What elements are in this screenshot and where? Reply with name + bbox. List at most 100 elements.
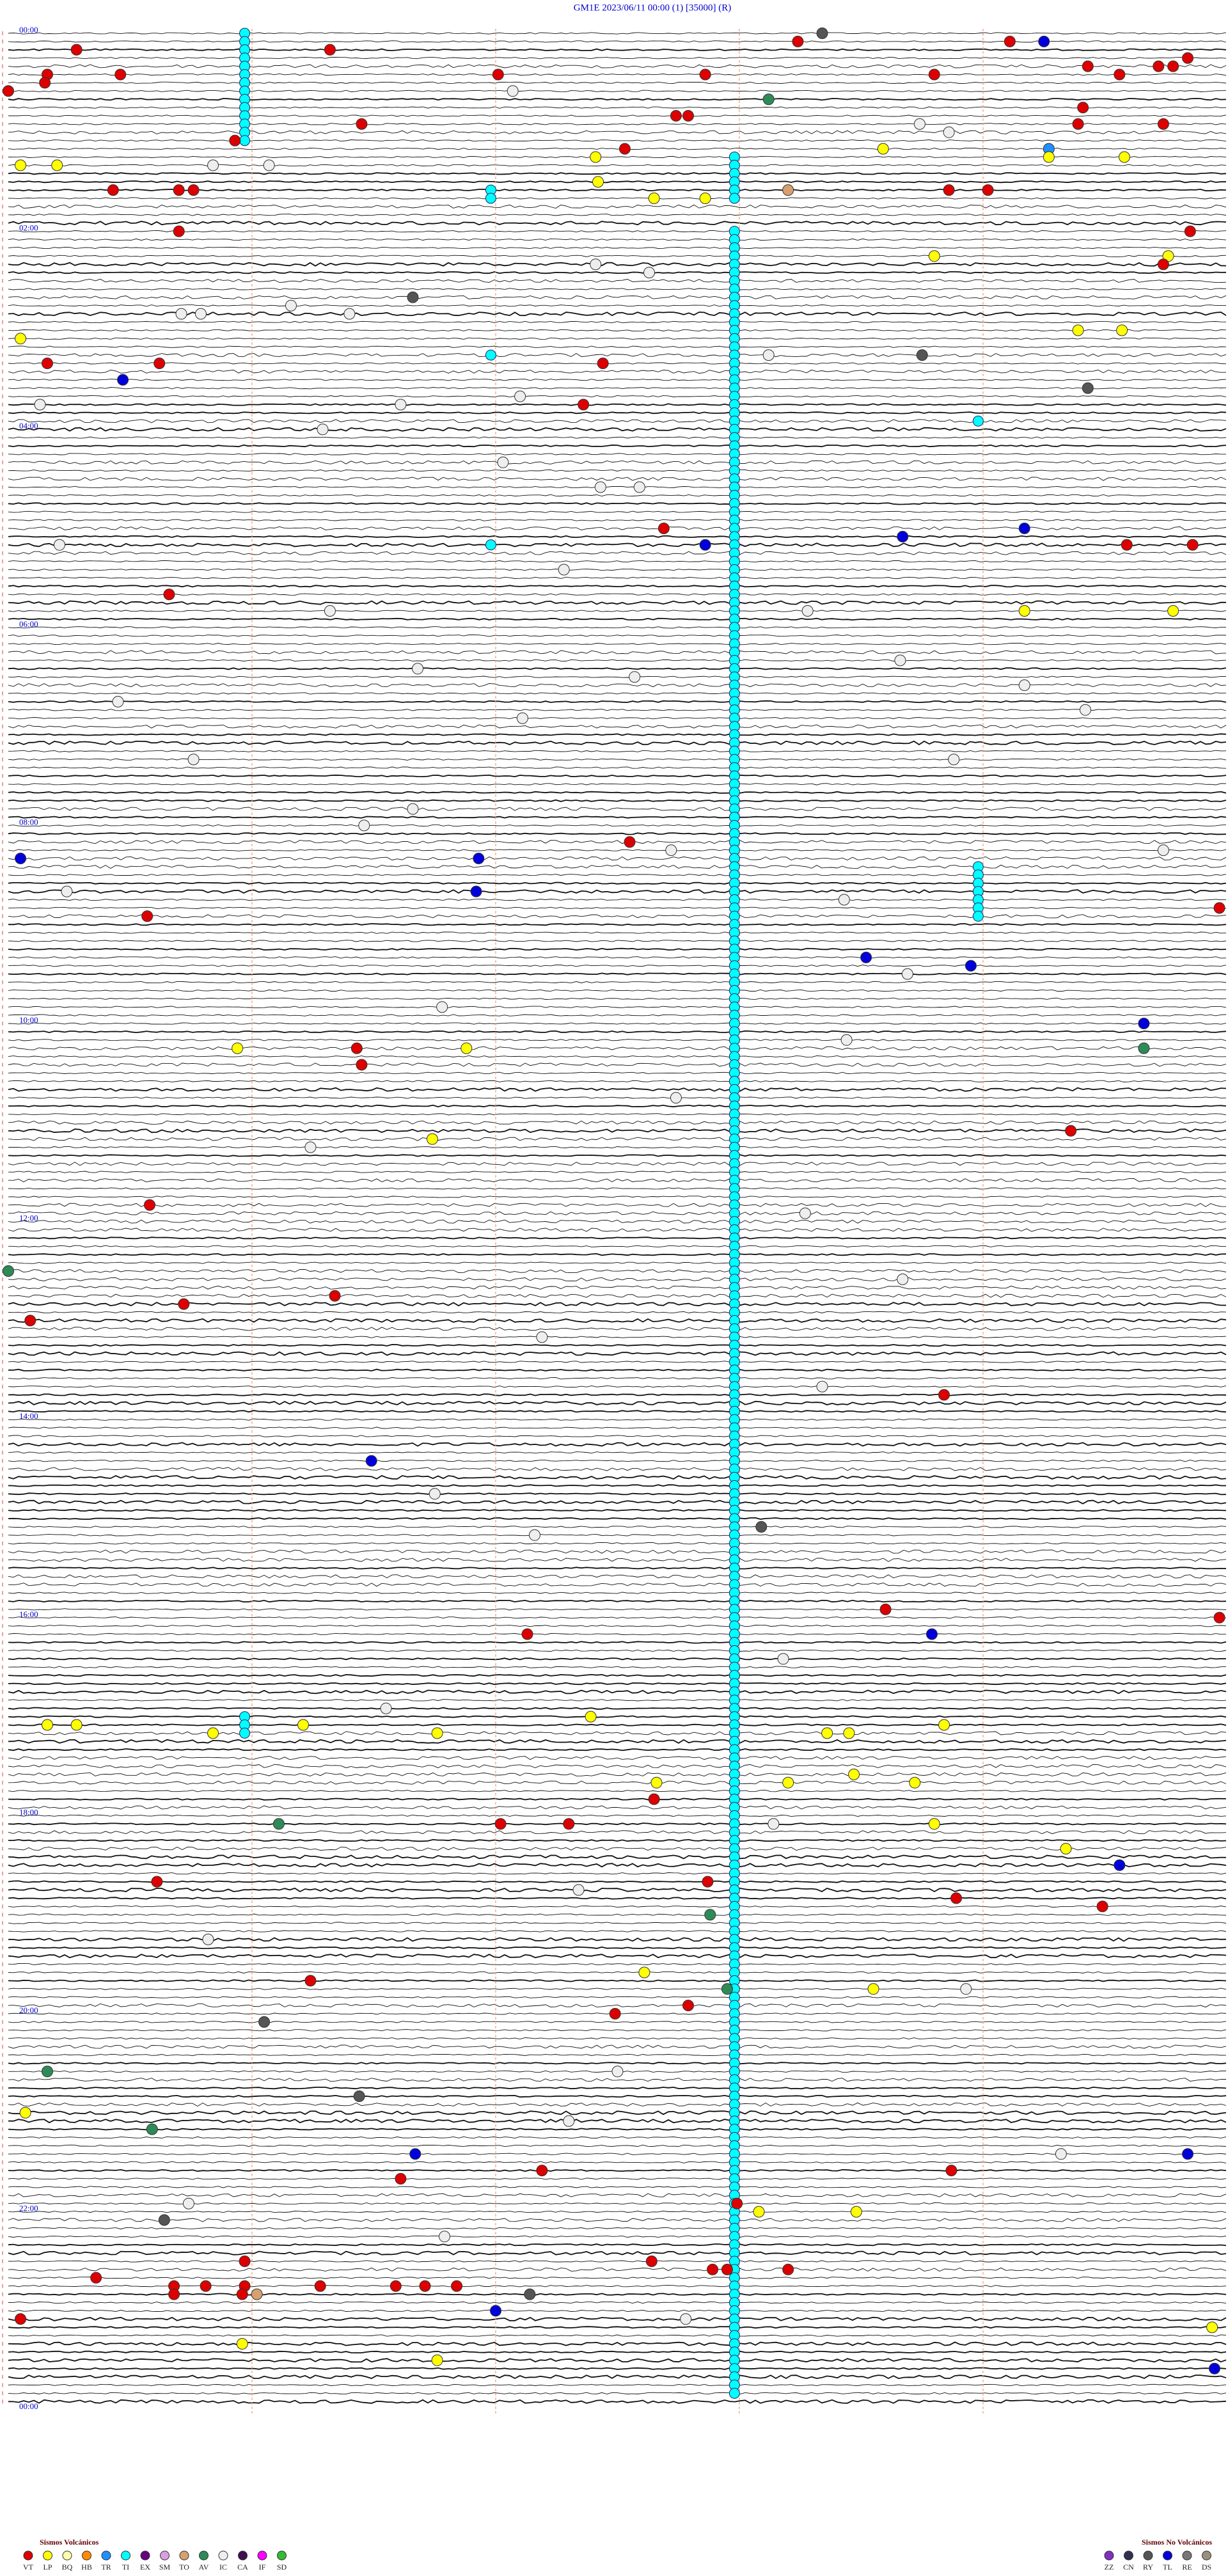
- trace: [8, 1558, 1227, 1562]
- trace: [8, 2243, 1227, 2247]
- tremor-marker: [728, 193, 740, 204]
- trace: [8, 312, 1227, 317]
- trace: [8, 444, 1227, 448]
- event-marker: [114, 68, 127, 81]
- trace: [8, 2102, 1227, 2107]
- event-marker: [767, 1818, 780, 1830]
- trace: [8, 123, 1227, 125]
- event-marker: [916, 349, 928, 361]
- event-marker: [141, 910, 154, 922]
- trace: [8, 1872, 1227, 1875]
- trace: [8, 1178, 1227, 1183]
- trace: [8, 667, 1227, 670]
- event-marker: [618, 143, 631, 155]
- event-marker: [699, 68, 711, 81]
- trace: [8, 1277, 1227, 1281]
- event-marker: [867, 1983, 879, 1995]
- trace: [8, 972, 1227, 976]
- trace: [8, 1971, 1227, 1974]
- event-marker: [324, 43, 336, 56]
- trace: [8, 1096, 1227, 1099]
- trace: [8, 115, 1227, 117]
- trace: [8, 139, 1227, 142]
- trace: [8, 1689, 1227, 1695]
- trace: [8, 1055, 1227, 1058]
- trace: [8, 1534, 1227, 1537]
- legend-code: RY: [1143, 2563, 1153, 2572]
- event-marker: [782, 2263, 794, 2275]
- event-marker: [438, 2231, 450, 2243]
- event-marker: [950, 1892, 963, 1904]
- event-marker: [629, 671, 641, 683]
- labels: 00:00 02:00 04:00 06:00 08:00 10:00 12:00 14:00…: [19, 25, 38, 2411]
- trace: [8, 1592, 1227, 1594]
- trace: [8, 345, 1227, 348]
- trace: [8, 526, 1227, 530]
- trace: [8, 494, 1227, 497]
- event-marker: [251, 2288, 263, 2300]
- event-marker: [707, 2263, 719, 2275]
- event-marker: [507, 85, 519, 97]
- trace: [8, 766, 1227, 769]
- trace: [8, 783, 1227, 786]
- hour-label: 00:00: [19, 2401, 38, 2411]
- trace: [8, 610, 1227, 612]
- trace: [8, 238, 1227, 241]
- event-marker: [524, 2288, 536, 2300]
- trace: [8, 2326, 1227, 2329]
- event-marker: [597, 358, 609, 369]
- trace: [8, 1162, 1227, 1166]
- trace: [8, 1930, 1227, 1932]
- event-marker: [536, 2165, 548, 2177]
- legend-code: EX: [140, 2563, 150, 2572]
- event-marker: [207, 159, 219, 171]
- event-marker: [514, 390, 526, 402]
- event-marker: [901, 968, 913, 980]
- trace: [8, 1368, 1227, 1371]
- trace: [8, 659, 1227, 662]
- event-marker: [470, 885, 482, 897]
- event-marker: [1182, 2148, 1194, 2160]
- legend-swatch: [101, 2550, 111, 2561]
- event-marker: [143, 1199, 155, 1211]
- trace: [8, 1517, 1227, 1521]
- trace: [8, 1418, 1227, 1421]
- trace: [8, 2235, 1227, 2238]
- trace: [8, 147, 1227, 150]
- trace: [8, 1913, 1227, 1916]
- legend-code: CN: [1123, 2563, 1134, 2572]
- trace: [8, 2285, 1227, 2288]
- event-marker: [590, 258, 602, 271]
- trace: [8, 1171, 1227, 1173]
- event-marker: [182, 2197, 194, 2209]
- event-marker: [731, 2197, 743, 2209]
- trace: [8, 2210, 1227, 2213]
- tremor-marker: [239, 135, 251, 146]
- event-marker: [304, 1141, 317, 1153]
- trace: [8, 1814, 1227, 1817]
- trace: [8, 1228, 1227, 1232]
- trace: [8, 2267, 1227, 2272]
- event-marker: [395, 399, 407, 411]
- event-marker: [146, 2123, 158, 2135]
- trace: [8, 931, 1227, 934]
- trace: [8, 940, 1227, 942]
- trace: [8, 1657, 1227, 1661]
- trace: [8, 906, 1227, 910]
- trace: [8, 1311, 1227, 1314]
- trace: [8, 947, 1227, 951]
- trace: [8, 2227, 1227, 2230]
- trace: [8, 676, 1227, 678]
- trace: [8, 1022, 1227, 1025]
- event-marker: [324, 605, 336, 617]
- event-marker: [207, 1727, 219, 1739]
- trace: [8, 1854, 1227, 1860]
- event-marker: [1065, 1125, 1077, 1137]
- event-marker: [380, 1702, 392, 1714]
- legend-swatch: [43, 2550, 52, 2561]
- legend-swatch: [238, 2550, 248, 2561]
- event-marker: [1060, 1843, 1072, 1854]
- trace: [8, 1996, 1227, 1998]
- trace: [8, 519, 1227, 521]
- event-marker: [431, 2354, 443, 2366]
